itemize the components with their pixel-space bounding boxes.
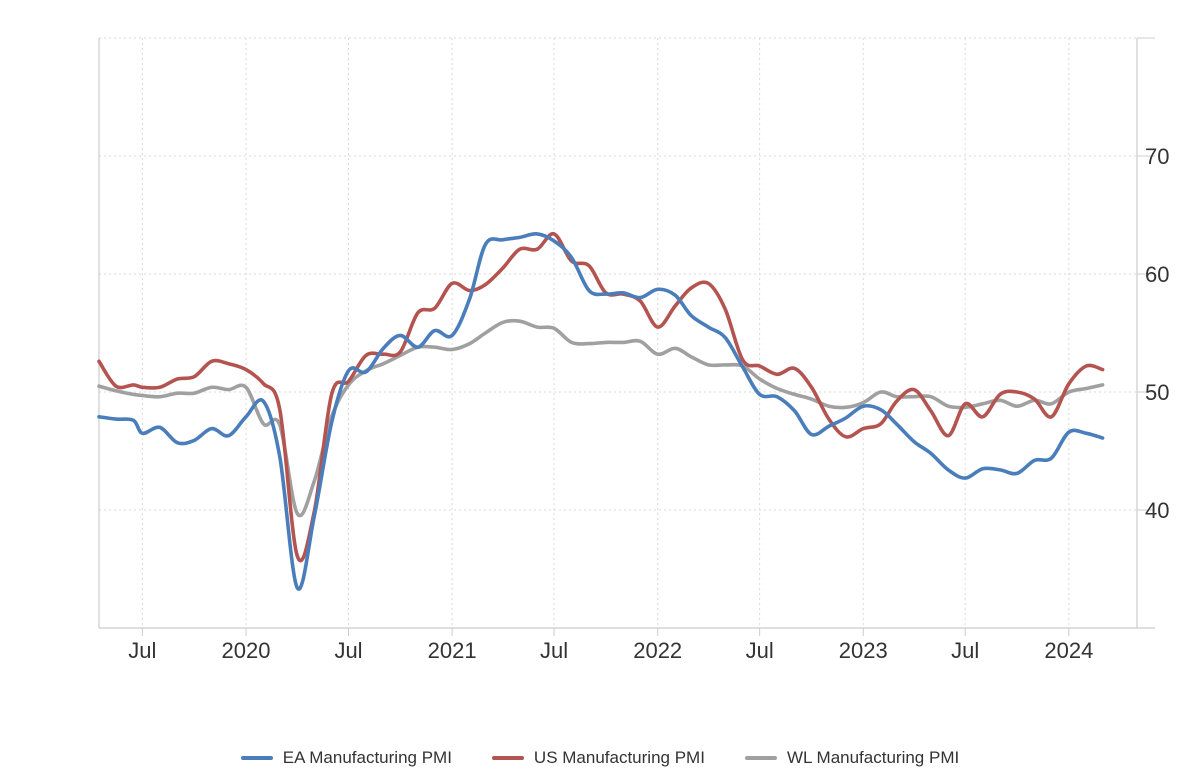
legend-item-us[interactable]: US Manufacturing PMI [491,748,705,768]
series-line-us[interactable] [97,232,1105,563]
legend-label-ea: EA Manufacturing PMI [282,748,452,767]
x-tick-label: 2022 [633,638,682,663]
y-tick-label: 50 [1145,380,1169,405]
series-layer [97,232,1105,591]
x-tick-label: Jul [746,638,774,663]
legend-swatch-us [491,756,524,760]
x-tick-label: 2024 [1044,638,1093,663]
series-line-ea[interactable] [97,232,1105,591]
x-tick-label: 2020 [222,638,271,663]
legend-item-ea[interactable]: EA Manufacturing PMI [240,748,452,768]
x-tick-label: Jul [334,638,362,663]
y-axis-tick-labels: 40 50 60 70 [1145,144,1169,523]
x-tick-label: Jul [951,638,979,663]
x-tick-label: Jul [540,638,568,663]
pmi-line-chart: Jul 2020 Jul 2021 Jul 2022 Jul 2023 Jul 2024 40 50… [97,37,1169,663]
legend-item-wl[interactable]: WL Manufacturing PMI [744,748,960,768]
y-tick-label: 40 [1145,498,1169,523]
x-tick-label: Jul [128,638,156,663]
legend-swatch-ea [240,756,273,760]
series-wl [97,318,1105,518]
legend-swatch-wl [744,756,777,760]
gridlines [99,37,1137,628]
series-us [97,232,1105,563]
axes [98,37,1155,636]
legend-label-wl: WL Manufacturing PMI [786,748,960,767]
series-line-wl[interactable] [97,318,1105,518]
x-axis-tick-labels: Jul 2020 Jul 2021 Jul 2022 Jul 2023 Jul 2024 [128,638,1093,663]
series-ea [97,232,1105,591]
y-tick-label: 60 [1145,262,1169,287]
y-tick-label: 70 [1145,144,1169,169]
x-tick-label: 2023 [839,638,888,663]
chart-legend: EA Manufacturing PMI US Manufacturing PM… [0,748,1200,768]
x-tick-label: 2021 [428,638,477,663]
legend-label-us: US Manufacturing PMI [533,748,705,767]
